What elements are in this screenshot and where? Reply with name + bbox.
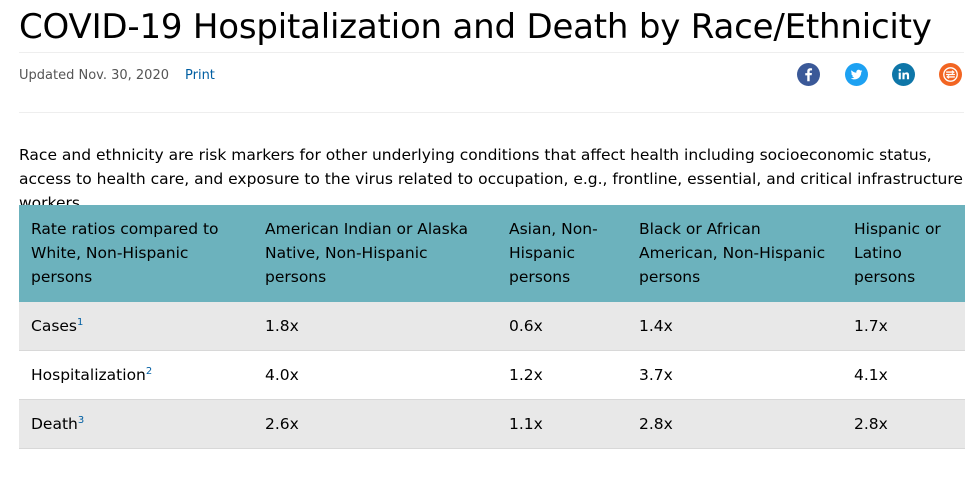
facebook-icon[interactable]: [797, 63, 820, 86]
title-divider: [19, 52, 964, 53]
table-cell: 1.2x: [509, 366, 543, 384]
column-header: Rate ratios compared to White, Non-Hispa…: [31, 220, 219, 286]
table-row: Cases1 1.8x 0.6x 1.4x 1.7x: [19, 302, 965, 351]
updated-date: Updated Nov. 30, 2020: [19, 68, 169, 83]
table-cell: 4.1x: [854, 366, 888, 384]
row-label-text: Death: [31, 415, 78, 433]
table-row: Hospitalization2 4.0x 1.2x 3.7x 4.1x: [19, 350, 965, 400]
table-header-row: Rate ratios compared to White, Non-Hispa…: [19, 205, 965, 302]
section-divider: [19, 112, 964, 113]
linkedin-icon[interactable]: [892, 63, 915, 86]
table-cell: 1.8x: [265, 317, 299, 335]
table-cell: 1.7x: [854, 317, 888, 335]
twitter-icon[interactable]: [845, 63, 868, 86]
table-cell: 0.6x: [509, 317, 543, 335]
footnote-link[interactable]: 2: [145, 365, 153, 377]
row-label-text: Cases: [31, 317, 78, 335]
table-cell: 3.7x: [639, 366, 673, 384]
intro-paragraph: Race and ethnicity are risk markers for …: [19, 146, 963, 212]
column-header: Black or African American, Non-Hispanic …: [639, 220, 826, 286]
footnote-link[interactable]: 3: [77, 414, 85, 426]
syndicate-icon[interactable]: [939, 63, 962, 86]
table-cell: 1.4x: [639, 317, 673, 335]
row-label-cases: Cases1: [19, 302, 253, 351]
row-label-hospitalization: Hospitalization2: [19, 351, 253, 400]
page-title: COVID-19 Hospitalization and Death by Ra…: [19, 7, 932, 47]
table-cell: 2.8x: [854, 415, 888, 433]
meta-row: Updated Nov. 30, 2020 Print: [19, 66, 215, 86]
column-header: Asian, Non-Hispanic persons: [509, 220, 598, 286]
column-header: Hispanic or Latino persons: [854, 220, 941, 286]
rate-ratio-table: Rate ratios compared to White, Non-Hispa…: [19, 205, 965, 449]
table-cell: 4.0x: [265, 366, 299, 384]
column-header: American Indian or Alaska Native, Non-Hi…: [265, 220, 468, 286]
table-row: Death3 2.6x 1.1x 2.8x 2.8x: [19, 399, 965, 449]
footnote-link[interactable]: 1: [77, 316, 84, 328]
table-cell: 1.1x: [509, 415, 543, 433]
table-cell: 2.6x: [265, 415, 299, 433]
row-label-death: Death3: [19, 400, 253, 449]
row-label-text: Hospitalization: [31, 366, 146, 384]
print-link[interactable]: Print: [185, 68, 215, 83]
table-cell: 2.8x: [639, 415, 673, 433]
